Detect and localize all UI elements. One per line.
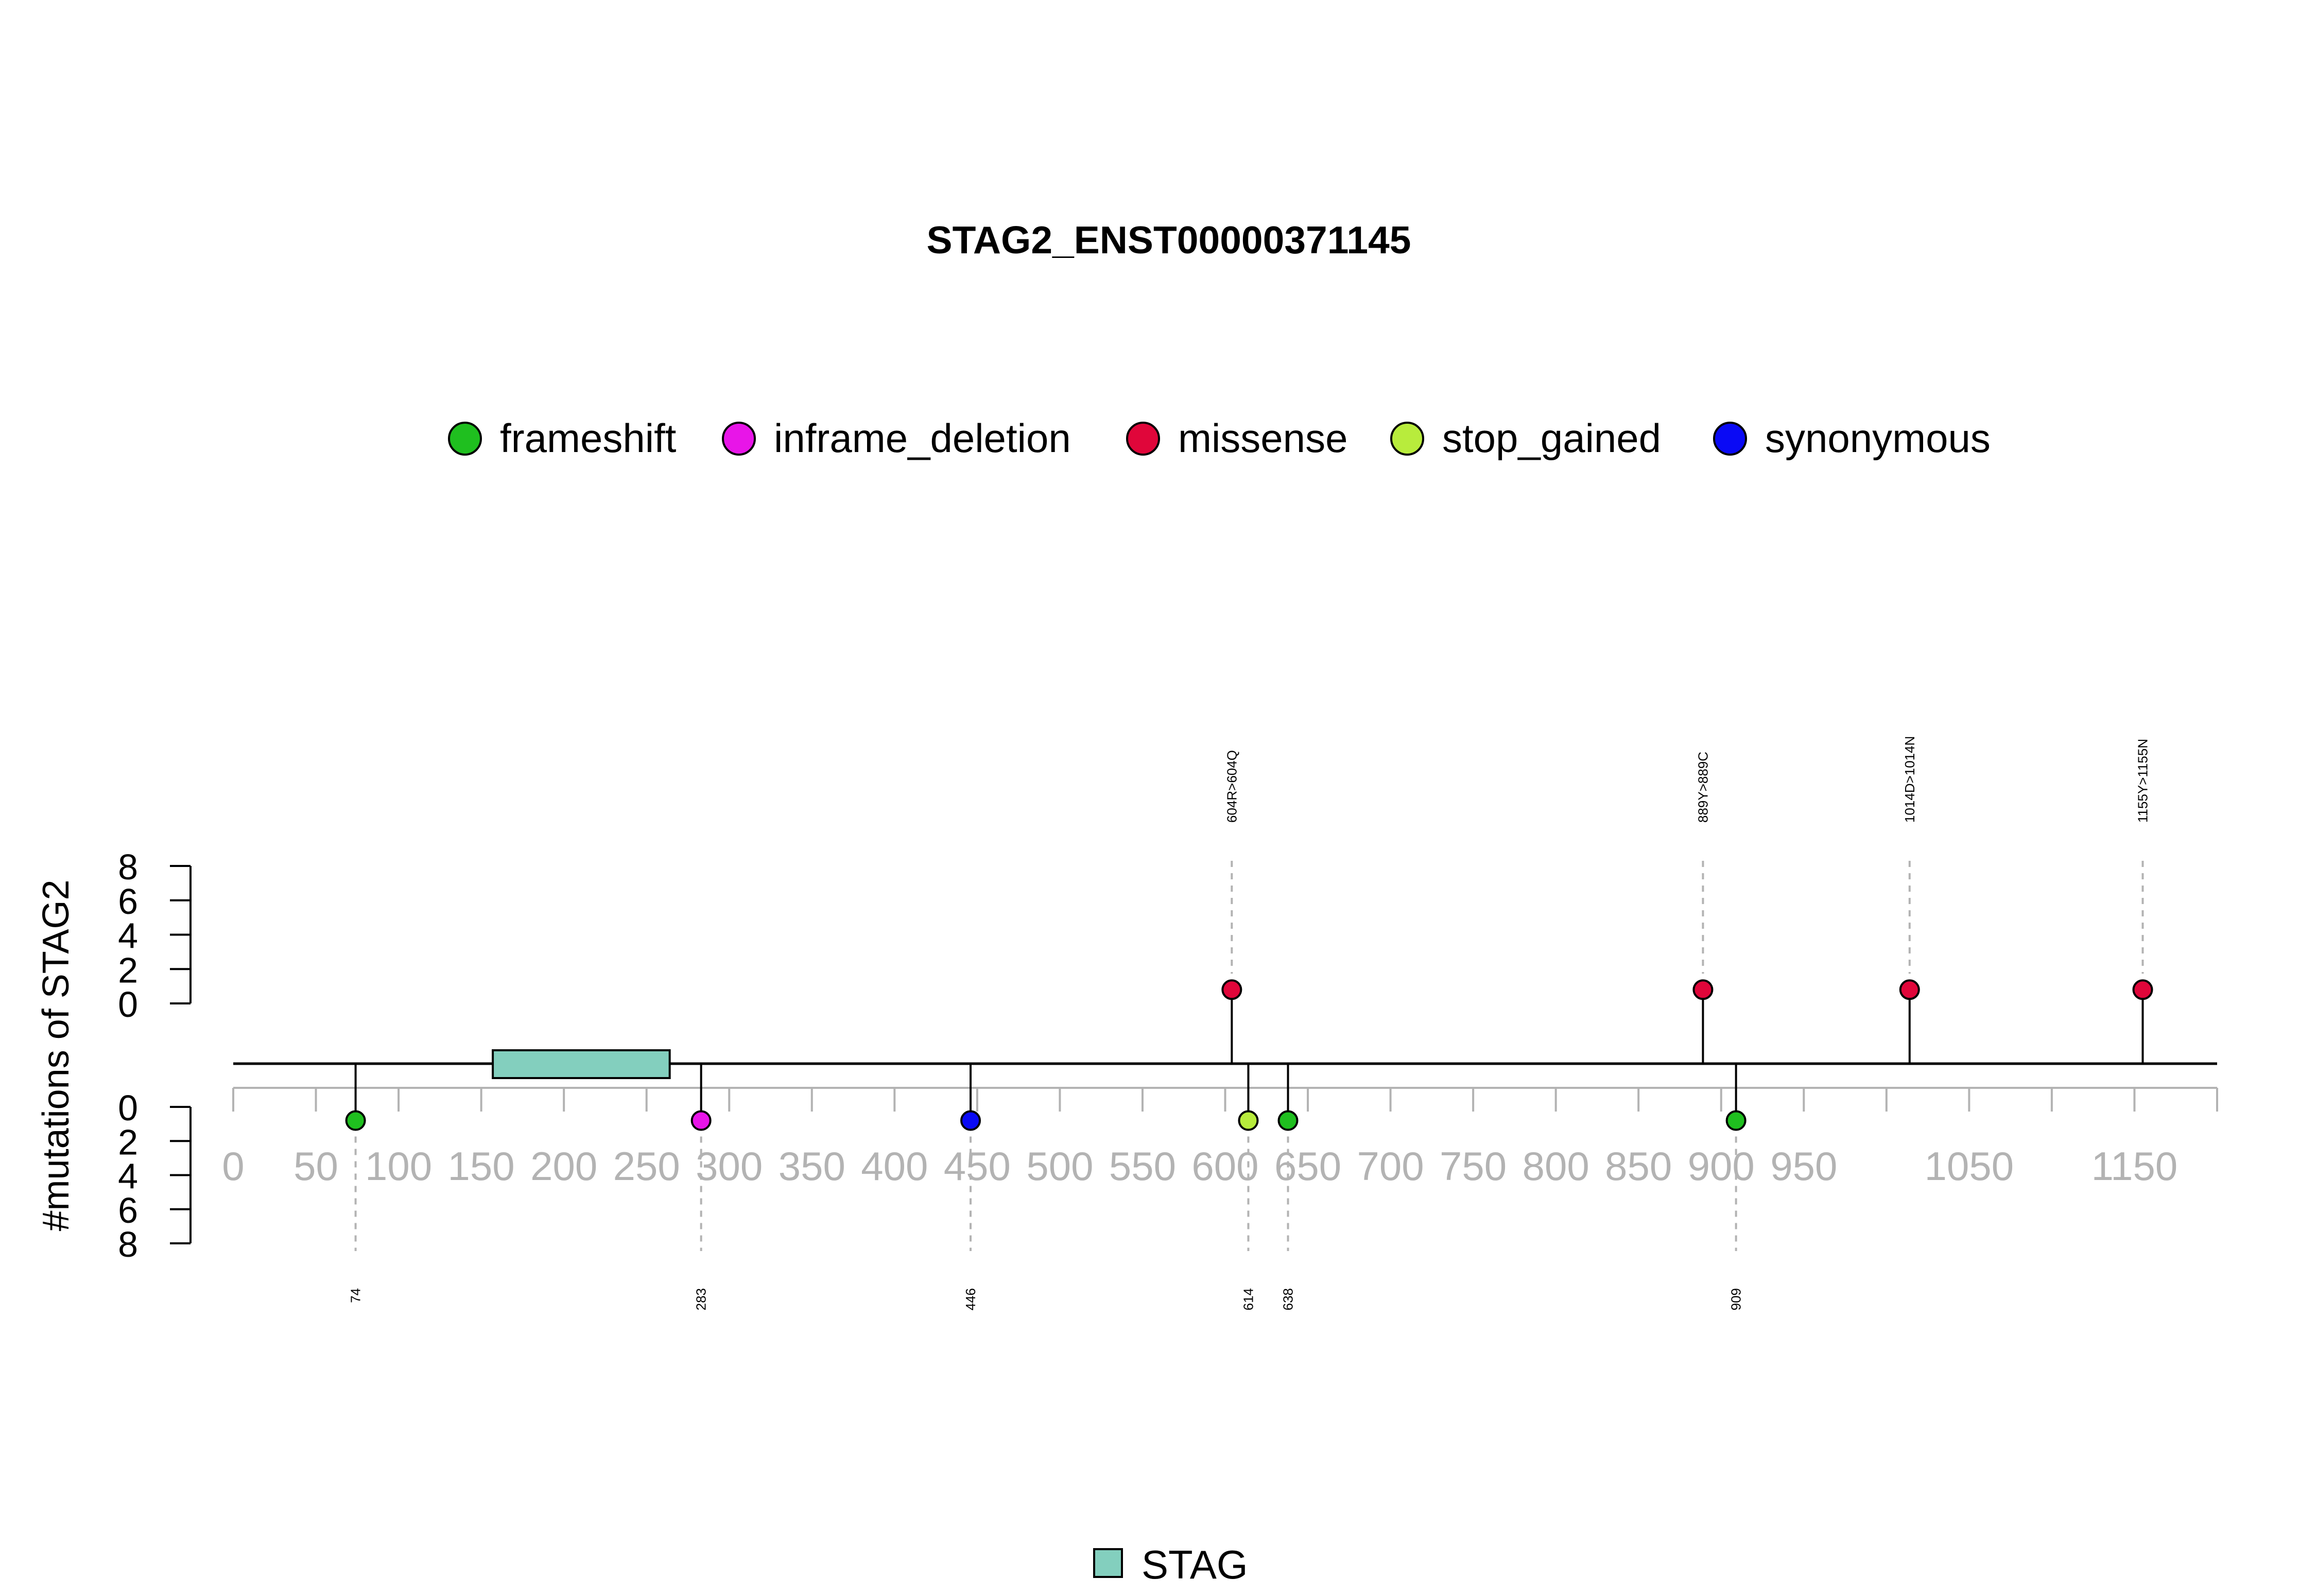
mutation-point-638 xyxy=(1277,1110,1299,1131)
mutation-point-283 xyxy=(690,1110,712,1131)
y-axis-label: #mutations of STAG2 xyxy=(36,880,77,1231)
y-upper-tick-label-4: 4 xyxy=(118,916,138,956)
mutation-label-604: 604R>604Q xyxy=(1224,750,1239,823)
legend-label-missense: missense xyxy=(1178,415,1347,461)
mutation-point-1155 xyxy=(2132,979,2153,1000)
y-lower-tick-label-6: 6 xyxy=(118,1190,138,1230)
position-label-446: 446 xyxy=(963,1288,978,1310)
domain-STAG xyxy=(492,1049,671,1079)
y-lower-tick-label-4: 4 xyxy=(118,1156,138,1196)
legend-label-stop_gained: stop_gained xyxy=(1442,415,1661,461)
x-tick-label-400: 400 xyxy=(861,1143,928,1189)
x-tick-label-950: 950 xyxy=(1770,1143,1837,1189)
mutation-point-1014 xyxy=(1899,979,1920,1000)
y-upper-tick-label-0: 0 xyxy=(118,984,138,1025)
mutation-labels: 604R>604Q 889Y>889C 1014D>1014N 1155Y>1155N… xyxy=(348,736,2151,1311)
x-tick-label-750: 750 xyxy=(1440,1143,1507,1189)
position-label-638: 638 xyxy=(1281,1288,1296,1310)
x-tick-label-450: 450 xyxy=(944,1143,1011,1189)
y-lower-tick-label-2: 2 xyxy=(118,1122,138,1162)
x-axis: 0 50 100 150 200 250 300 350 400 450 500 550 600 650 7… xyxy=(222,1087,2218,1189)
mutation-point-614 xyxy=(1238,1110,1259,1131)
mutation-label-889: 889Y>889C xyxy=(1695,752,1710,823)
mutation-point-889 xyxy=(1692,979,1714,1000)
x-tick-label-500: 500 xyxy=(1026,1143,1093,1189)
x-tick-label-100: 100 xyxy=(365,1143,432,1189)
position-label-614: 614 xyxy=(1240,1288,1256,1310)
mutation-point-909 xyxy=(1725,1110,1747,1131)
x-tick-label-50: 50 xyxy=(293,1143,338,1189)
x-tick-label-1050: 1050 xyxy=(1925,1143,2014,1189)
x-tick-label-150: 150 xyxy=(448,1143,515,1189)
x-tick-label-350: 350 xyxy=(779,1143,845,1189)
domain-legend-marker-STAG xyxy=(1093,1548,1123,1578)
x-tick-label-300: 300 xyxy=(696,1143,763,1189)
protein-domains xyxy=(492,1049,671,1079)
mutation-point-74 xyxy=(345,1110,366,1131)
position-label-74: 74 xyxy=(348,1288,364,1303)
mutation-label-1014: 1014D>1014N xyxy=(1902,736,1917,823)
domain-legend: STAG xyxy=(1093,1542,1248,1587)
x-tick-label-0: 0 xyxy=(222,1143,244,1189)
y-upper-tick-label-8: 8 xyxy=(118,847,138,887)
y-lower-tick-label-0: 0 xyxy=(118,1088,138,1128)
x-tick-label-800: 800 xyxy=(1523,1143,1589,1189)
legend-marker-stop_gained xyxy=(1390,422,1424,456)
legend-marker-missense xyxy=(1126,422,1160,456)
mutation-type-legend: frameshift inframe_deletion missense stop_g… xyxy=(448,415,1991,461)
mutation-point-446 xyxy=(960,1110,981,1131)
x-tick-label-550: 550 xyxy=(1109,1143,1176,1189)
mutation-point-604 xyxy=(1221,979,1242,1000)
x-tick-label-900: 900 xyxy=(1688,1143,1755,1189)
legend-marker-inframe_deletion xyxy=(722,422,756,456)
lollipop-heads xyxy=(345,979,2153,1131)
x-tick-label-1150: 1150 xyxy=(2091,1143,2178,1189)
x-tick-label-650: 650 xyxy=(1274,1143,1341,1189)
legend-label-frameshift: frameshift xyxy=(500,415,677,461)
y-lower-tick-label-8: 8 xyxy=(118,1224,138,1264)
y-upper-tick-label-2: 2 xyxy=(118,950,138,990)
y-upper-tick-label-6: 6 xyxy=(118,881,138,922)
legend-marker-frameshift xyxy=(448,422,482,456)
mutation-label-1155: 1155Y>1155N xyxy=(2135,739,2151,823)
domain-legend-label-STAG: STAG xyxy=(1142,1542,1248,1587)
position-label-283: 283 xyxy=(694,1288,709,1310)
position-label-909: 909 xyxy=(1728,1288,1744,1310)
legend-label-inframe_deletion: inframe_deletion xyxy=(774,415,1071,461)
legend-label-synonymous: synonymous xyxy=(1765,415,1991,461)
x-tick-label-200: 200 xyxy=(530,1143,597,1189)
x-tick-label-850: 850 xyxy=(1605,1143,1672,1189)
chart-title: STAG2_ENST00000371145 xyxy=(927,218,1411,262)
x-tick-label-700: 700 xyxy=(1357,1143,1424,1189)
x-tick-label-250: 250 xyxy=(613,1143,680,1189)
legend-marker-synonymous xyxy=(1713,422,1747,456)
